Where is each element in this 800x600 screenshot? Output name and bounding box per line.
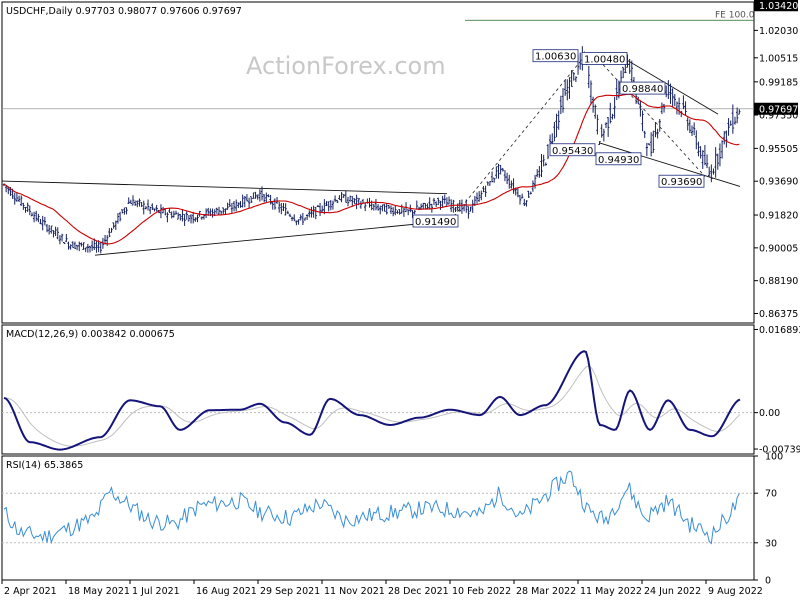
price-tick-label: 0.91820 xyxy=(759,211,798,222)
price-tick-label: 0.86375 xyxy=(759,309,798,320)
price-tick-label: 0.95505 xyxy=(759,144,798,155)
trendlines xyxy=(1,52,741,256)
price-label-text: 0.91490 xyxy=(415,217,456,228)
x-tick-label: 1 Jul 2021 xyxy=(132,586,180,597)
price-tick-label: 0.99185 xyxy=(759,77,798,88)
macd-tick-label: 0.016893 xyxy=(759,325,800,336)
price-label-text: 0.93690 xyxy=(661,177,702,188)
rsi-tick-label: 0 xyxy=(765,576,771,587)
x-tick-label: 29 Sep 2021 xyxy=(260,586,320,597)
rsi-panel xyxy=(1,455,755,581)
macd-panel xyxy=(1,324,755,455)
x-tick-label: 10 Feb 2022 xyxy=(452,586,511,597)
macd-signal-line xyxy=(3,365,741,447)
rsi-line xyxy=(3,470,740,545)
x-tick-label: 9 Aug 2022 xyxy=(708,586,763,597)
x-axis: 2 Apr 2021 18 May 2021 1 Jul 2021 16 Aug 20… xyxy=(1,580,763,597)
macd-lines xyxy=(3,350,741,451)
price-bars xyxy=(2,46,741,254)
price-labels: 1.00630 1.00480 0.98840 0.95430 0.94930 0.936… xyxy=(412,49,705,228)
price-tick-label: 0.97350 xyxy=(759,111,798,122)
top-level-box xyxy=(754,0,798,12)
rsi-tick-label: 30 xyxy=(765,538,777,549)
x-tick-label: 28 Mar 2022 xyxy=(516,586,576,597)
rsi-tick-label: 70 xyxy=(765,489,777,500)
current-price-box xyxy=(754,102,798,115)
moving-average xyxy=(3,93,740,245)
rsi-tick-label: 100 xyxy=(765,452,783,463)
price-label-text: 0.98840 xyxy=(622,84,663,95)
macd-tick-label: -0.007393 xyxy=(759,445,800,456)
x-tick-label: 2 Apr 2021 xyxy=(4,586,57,597)
trendline xyxy=(1,180,448,195)
price-label-box xyxy=(549,143,596,157)
price-label-box xyxy=(658,174,705,188)
price-label-box xyxy=(532,49,579,63)
x-tick-label: 11 May 2022 xyxy=(580,586,642,597)
moving-average-line xyxy=(3,93,740,245)
reference-lines: FE 100.0 xyxy=(2,10,755,544)
price-tick-label: 0.90005 xyxy=(759,243,798,254)
trendline xyxy=(94,220,451,256)
price-panel-title: USDCHF,Daily 0.97703 0.98077 0.97606 0.9… xyxy=(6,6,242,17)
macd-panel-title: MACD(12,26,9) 0.003842 0.000675 xyxy=(6,329,175,340)
x-tick-label: 11 Nov 2021 xyxy=(324,586,385,597)
rsi-line xyxy=(3,470,740,545)
price-tick-label: 1.02030 xyxy=(759,26,798,37)
price-label-text: 0.95430 xyxy=(552,146,593,157)
price-label-box xyxy=(581,52,628,65)
macd-y-axis: 0.016893 0.00 -0.007393 xyxy=(754,325,800,456)
x-tick-label: 16 Aug 2021 xyxy=(196,586,257,597)
trendline xyxy=(599,142,741,187)
price-label-box xyxy=(412,214,459,228)
top-level-label: 1.03420 xyxy=(759,1,798,12)
price-label-text: 1.00480 xyxy=(584,54,625,65)
price-label-box xyxy=(619,81,666,95)
x-tick-label: 18 May 2021 xyxy=(68,586,130,597)
price-tick-label: 0.88190 xyxy=(759,276,798,287)
price-label-text: 1.00630 xyxy=(535,52,576,63)
x-tick-label: 24 Jun 2022 xyxy=(644,586,701,597)
price-tick-label: 0.93690 xyxy=(759,177,798,188)
rsi-panel-title: RSI(14) 65.3865 xyxy=(6,460,83,471)
x-tick-label: 28 Dec 2021 xyxy=(388,586,449,597)
current-price-label: 0.97697 xyxy=(759,104,798,115)
price-label-text: 0.94930 xyxy=(598,155,639,166)
watermark: ActionForex.com xyxy=(246,52,446,80)
price-y-axis: 1.02030 1.00515 0.99185 0.97350 0.95505 0.936… xyxy=(754,0,798,320)
macd-tick-label: 0.00 xyxy=(759,408,780,419)
price-label-box xyxy=(595,152,642,166)
macd-line xyxy=(3,350,741,451)
fe-100-label: FE 100.0 xyxy=(715,10,755,20)
price-tick-label: 1.00515 xyxy=(759,53,798,64)
rsi-y-axis: 100 70 30 0 xyxy=(754,452,783,587)
